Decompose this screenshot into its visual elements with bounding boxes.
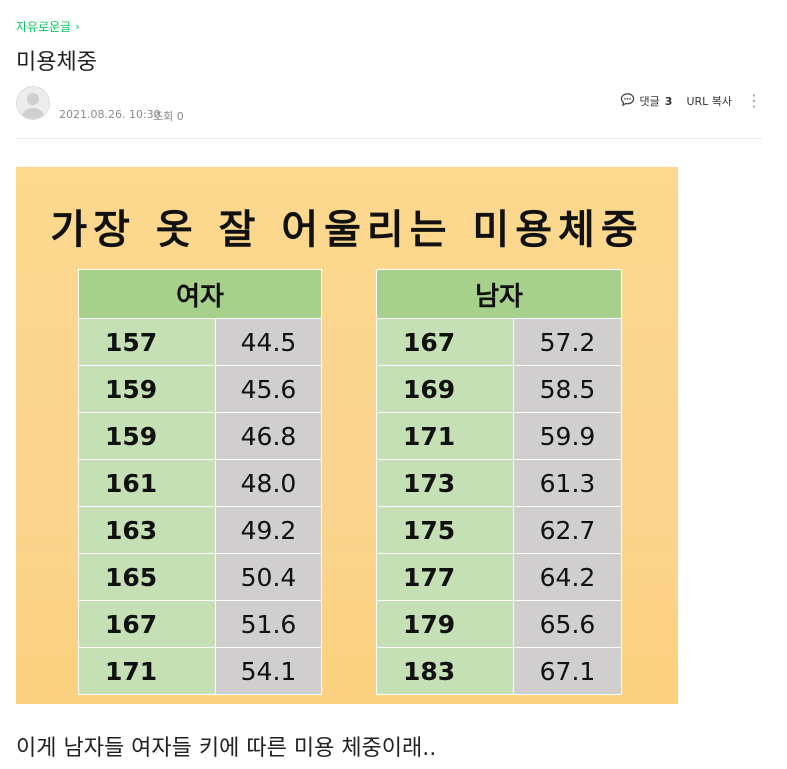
weight-cell: 58.5 <box>513 365 622 413</box>
table-row: 159 46.8 <box>78 412 322 460</box>
comment-icon <box>620 92 635 110</box>
table-row: 171 54.1 <box>78 647 322 695</box>
height-cell: 167 <box>78 600 216 648</box>
post-title: 미용체중 <box>16 50 97 75</box>
table-row: 161 48.0 <box>78 459 322 507</box>
height-cell: 159 <box>78 412 216 460</box>
height-cell: 157 <box>78 318 216 366</box>
height-cell: 167 <box>376 318 514 366</box>
weight-cell: 54.1 <box>215 647 322 695</box>
weight-cell: 59.9 <box>513 412 622 460</box>
weight-cell: 46.8 <box>215 412 322 460</box>
breadcrumb-label: 자유로운글 <box>16 20 72 34</box>
weight-cell: 64.2 <box>513 553 622 601</box>
height-cell: 169 <box>376 365 514 413</box>
url-copy-button[interactable]: URL 복사 <box>686 95 732 108</box>
weight-cell: 67.1 <box>513 647 622 695</box>
weight-cell: 50.4 <box>215 553 322 601</box>
table-row: 163 49.2 <box>78 506 322 554</box>
view-count: 조회 0 <box>153 110 184 123</box>
more-vertical-icon[interactable]: ⋮ <box>746 91 762 110</box>
breadcrumb[interactable]: 자유로운글 › <box>16 18 80 35</box>
women-header: 여자 <box>78 269 322 319</box>
weight-cell: 61.3 <box>513 459 622 507</box>
weight-cell: 62.7 <box>513 506 622 554</box>
height-cell: 171 <box>376 412 514 460</box>
table-row: 179 65.6 <box>376 600 622 648</box>
table-row: 169 58.5 <box>376 365 622 413</box>
height-cell: 161 <box>78 459 216 507</box>
post-meta: 2021.08.26. 10:30 조회 0 댓글 3 URL 복사 ⋮ <box>16 86 762 123</box>
table-row: 167 51.6 <box>78 600 322 648</box>
table-row: 159 45.6 <box>78 365 322 413</box>
height-cell: 179 <box>376 600 514 648</box>
chevron-right-icon: › <box>75 20 80 33</box>
weight-cell: 48.0 <box>215 459 322 507</box>
comment-count: 3 <box>664 94 673 108</box>
post-body-text: 이게 남자들 여자들 키에 따른 미용 체중이래.. <box>16 736 437 761</box>
table-row: 177 64.2 <box>376 553 622 601</box>
height-cell: 171 <box>78 647 216 695</box>
weight-cell: 49.2 <box>215 506 322 554</box>
poster-title: 가장 옷 잘 어울리는 미용체중 <box>50 207 644 253</box>
post-date: 2021.08.26. 10:30 <box>59 108 161 121</box>
table-row: 171 59.9 <box>376 412 622 460</box>
comment-label: 댓글 <box>639 95 660 108</box>
height-cell: 163 <box>78 506 216 554</box>
post-image: 가장 옷 잘 어울리는 미용체중 여자 157 44.5 159 45.6 159 4… <box>16 167 678 704</box>
table-row: 165 50.4 <box>78 553 322 601</box>
weight-cell: 51.6 <box>215 600 322 648</box>
weight-cell: 44.5 <box>215 318 322 366</box>
men-table: 남자 167 57.2 169 58.5 171 59.9 173 61.3 175 62… <box>376 269 622 695</box>
table-row: 183 67.1 <box>376 647 622 695</box>
weight-cell: 57.2 <box>513 318 622 366</box>
table-row: 175 62.7 <box>376 506 622 554</box>
table-row: 173 61.3 <box>376 459 622 507</box>
height-cell: 177 <box>376 553 514 601</box>
divider <box>16 138 762 139</box>
height-cell: 173 <box>376 459 514 507</box>
men-header: 남자 <box>376 269 622 319</box>
weight-cell: 45.6 <box>215 365 322 413</box>
height-cell: 165 <box>78 553 216 601</box>
table-row: 157 44.5 <box>78 318 322 366</box>
height-cell: 159 <box>78 365 216 413</box>
height-cell: 183 <box>376 647 514 695</box>
weight-cell: 65.6 <box>513 600 622 648</box>
avatar-icon[interactable] <box>16 86 50 120</box>
post-actions: 댓글 3 URL 복사 ⋮ <box>620 92 762 110</box>
comment-button[interactable]: 댓글 3 <box>620 92 673 110</box>
women-table: 여자 157 44.5 159 45.6 159 46.8 161 48.0 163 49… <box>78 269 322 695</box>
table-row: 167 57.2 <box>376 318 622 366</box>
height-cell: 175 <box>376 506 514 554</box>
